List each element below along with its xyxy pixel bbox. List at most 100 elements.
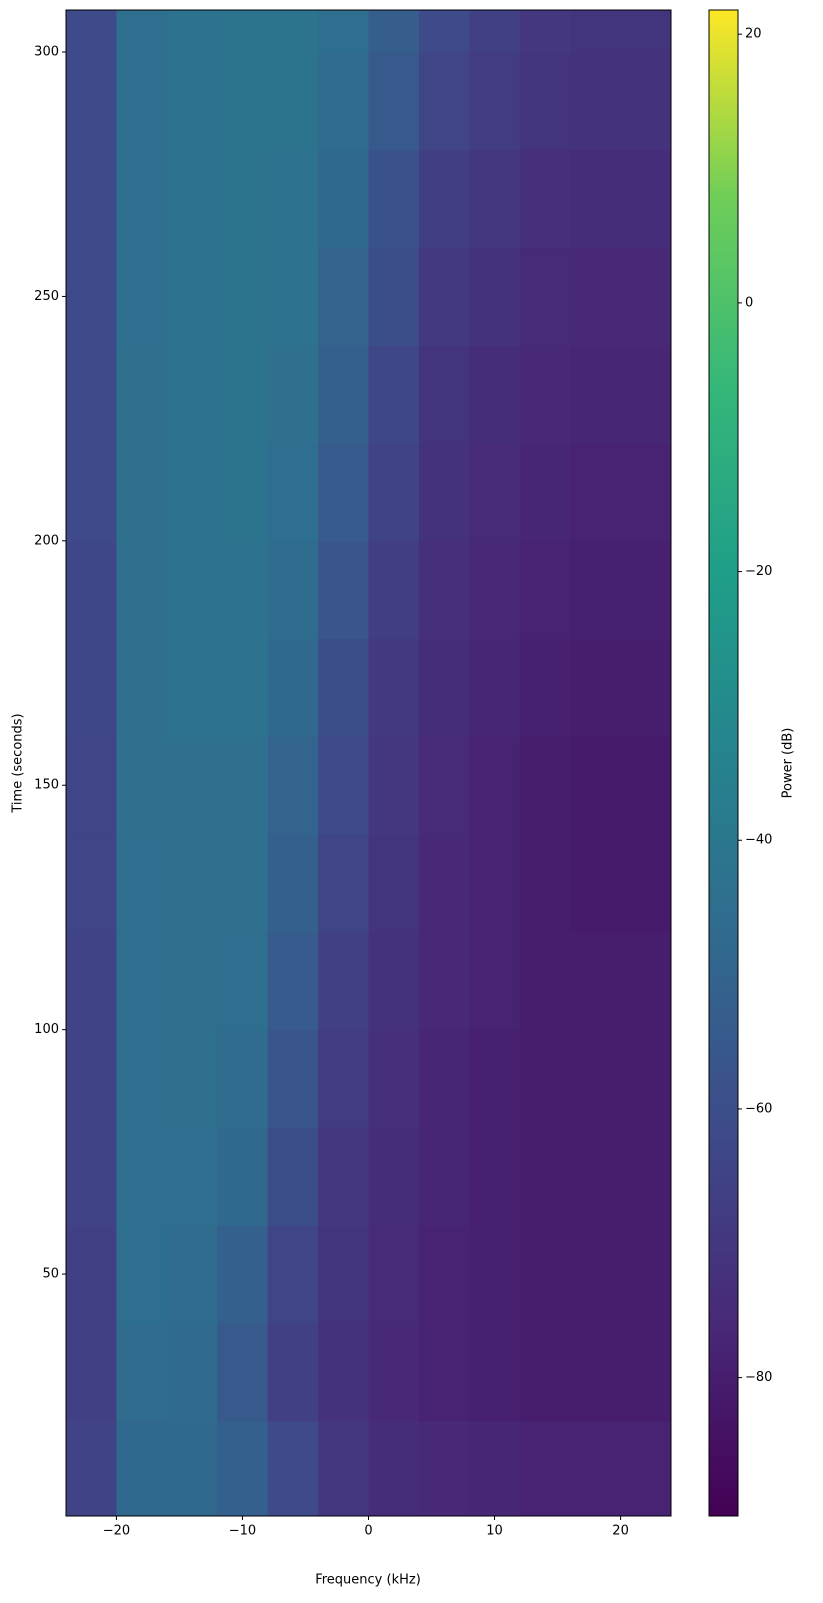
heatmap-cell	[570, 736, 622, 835]
heatmap-cell	[267, 736, 319, 835]
heatmap-cell	[519, 540, 571, 640]
heatmap-cell	[116, 736, 168, 835]
heatmap-cell	[368, 540, 420, 640]
heatmap-cell	[570, 345, 622, 444]
heatmap-cell	[116, 540, 168, 640]
heatmap-cell	[217, 736, 269, 835]
heatmap-cell	[166, 1420, 218, 1516]
heatmap-cell	[570, 1420, 622, 1516]
heatmap-cell	[217, 52, 269, 151]
heatmap-cell	[66, 345, 117, 444]
x-tick-label: −20	[103, 1524, 130, 1539]
colorbar	[708, 9, 739, 1517]
heatmap-cell	[469, 345, 521, 444]
heatmap-cell	[217, 345, 269, 444]
heatmap-cell	[418, 1420, 470, 1516]
heatmap-cell	[66, 1225, 117, 1324]
heatmap-cell	[519, 1420, 571, 1516]
heatmap-cell	[570, 10, 622, 53]
heatmap-cell	[116, 1420, 168, 1516]
heatmap-cell	[166, 443, 218, 542]
heatmap-cell	[166, 247, 218, 346]
heatmap-cell	[217, 834, 269, 933]
heatmap-cell	[166, 149, 218, 249]
y-tick-label: 300	[34, 45, 59, 60]
heatmap-cell	[620, 1029, 671, 1128]
heatmap-cell	[469, 1322, 521, 1422]
heatmap-cell	[469, 736, 521, 835]
heatmap-cell	[620, 247, 671, 346]
heatmap-cell	[368, 1225, 420, 1324]
heatmap-cell	[570, 247, 622, 346]
heatmap-cell	[217, 1420, 269, 1516]
heatmap-cell	[66, 10, 117, 53]
heatmap-cell	[66, 443, 117, 542]
heatmap-cell	[570, 443, 622, 542]
heatmap-cell	[318, 638, 369, 737]
heatmap-cell	[469, 540, 521, 640]
colorbar-tick-label: −20	[745, 564, 772, 579]
colorbar-tick-label: −60	[745, 1101, 772, 1116]
heatmap-cell	[217, 149, 269, 249]
heatmap-cell	[318, 1225, 369, 1324]
x-tick-label: −10	[229, 1524, 256, 1539]
colorbar-tick-label: −80	[745, 1370, 772, 1385]
heatmap-cell	[267, 638, 319, 737]
heatmap-cell	[418, 10, 470, 53]
heatmap-cell	[570, 149, 622, 249]
heatmap-cell	[418, 443, 470, 542]
heatmap-cell	[267, 1420, 319, 1516]
heatmap-cell	[166, 1322, 218, 1422]
heatmap-cell	[116, 1225, 168, 1324]
heatmap-cell	[116, 1029, 168, 1128]
heatmap-cell	[469, 52, 521, 151]
heatmap-cell	[368, 638, 420, 737]
heatmap-cell	[217, 443, 269, 542]
heatmap-cell	[418, 540, 470, 640]
heatmap-cell	[166, 931, 218, 1031]
heatmap-cell	[318, 247, 369, 346]
heatmap-cell	[116, 149, 168, 249]
heatmap-cell	[318, 834, 369, 933]
heatmap-cell	[620, 443, 671, 542]
heatmap-cell	[418, 1225, 470, 1324]
heatmap-cell	[519, 931, 571, 1031]
heatmap-cell	[368, 1322, 420, 1422]
heatmap-cell	[570, 638, 622, 737]
heatmap-cell	[267, 149, 319, 249]
heatmap-cell	[217, 638, 269, 737]
heatmap-cell	[519, 1322, 571, 1422]
heatmap-cell	[66, 149, 117, 249]
heatmap-cell	[166, 638, 218, 737]
heatmap-cell	[66, 1322, 117, 1422]
heatmap-cell	[318, 149, 369, 249]
heatmap-cell	[217, 1029, 269, 1128]
heatmap-cell	[267, 1225, 319, 1324]
heatmap-cell	[418, 1029, 470, 1128]
heatmap-cell	[66, 1127, 117, 1226]
heatmap-cell	[166, 52, 218, 151]
x-tick-label: 10	[486, 1524, 503, 1539]
heatmap-cell	[66, 931, 117, 1031]
heatmap-cell	[368, 345, 420, 444]
heatmap-cell	[519, 443, 571, 542]
x-tick-label: 0	[364, 1524, 372, 1539]
heatmap-cell	[217, 1225, 269, 1324]
heatmap-cell	[217, 247, 269, 346]
heatmap-cell	[318, 1420, 369, 1516]
heatmap-cell	[66, 736, 117, 835]
heatmap-cell	[519, 345, 571, 444]
heatmap-cell	[66, 1029, 117, 1128]
heatmap-cell	[368, 736, 420, 835]
heatmap-cell	[368, 1127, 420, 1226]
heatmap-cell	[469, 931, 521, 1031]
heatmap-cell	[620, 10, 671, 53]
heatmap-cell	[570, 1322, 622, 1422]
colorbar-tick-label: −40	[745, 833, 772, 848]
heatmap-cell	[519, 638, 571, 737]
heatmap-cell	[620, 52, 671, 151]
heatmap-cell	[519, 1127, 571, 1226]
heatmap-cell	[368, 931, 420, 1031]
heatmap-cell	[267, 1322, 319, 1422]
